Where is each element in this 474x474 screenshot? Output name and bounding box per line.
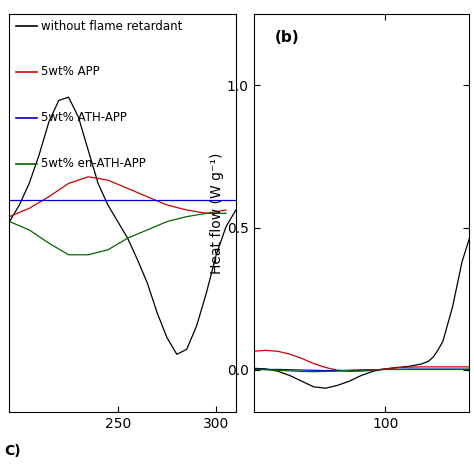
Text: C): C) [5, 444, 21, 458]
Y-axis label: Heat flow (W g⁻¹): Heat flow (W g⁻¹) [210, 153, 224, 274]
Text: 5wt% en-ATH-APP: 5wt% en-ATH-APP [41, 157, 146, 170]
Text: without flame retardant: without flame retardant [41, 19, 182, 33]
Text: 5wt% ATH-APP: 5wt% ATH-APP [41, 111, 127, 124]
Text: (b): (b) [275, 30, 300, 45]
Text: 5wt% APP: 5wt% APP [41, 65, 100, 79]
